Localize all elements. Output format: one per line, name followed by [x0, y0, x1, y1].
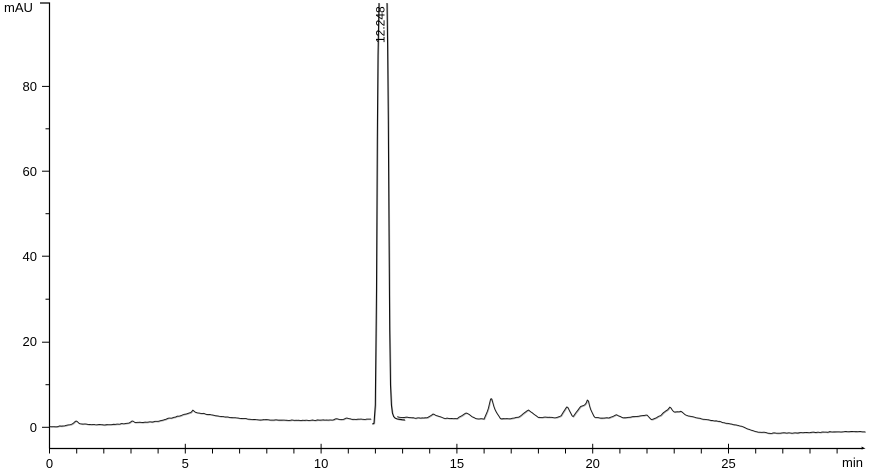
svg-text:0: 0 [30, 420, 37, 435]
svg-text:0: 0 [46, 456, 53, 471]
svg-text:20: 20 [585, 456, 599, 471]
svg-text:10: 10 [314, 456, 328, 471]
svg-text:5: 5 [182, 456, 189, 471]
svg-text:mAU: mAU [4, 0, 33, 15]
svg-text:min: min [842, 455, 863, 470]
svg-text:15: 15 [450, 456, 464, 471]
svg-text:25: 25 [721, 456, 735, 471]
svg-text:60: 60 [23, 164, 37, 179]
svg-text:12.248: 12.248 [374, 6, 388, 43]
svg-text:80: 80 [23, 79, 37, 94]
svg-text:20: 20 [23, 334, 37, 349]
svg-text:40: 40 [23, 249, 37, 264]
